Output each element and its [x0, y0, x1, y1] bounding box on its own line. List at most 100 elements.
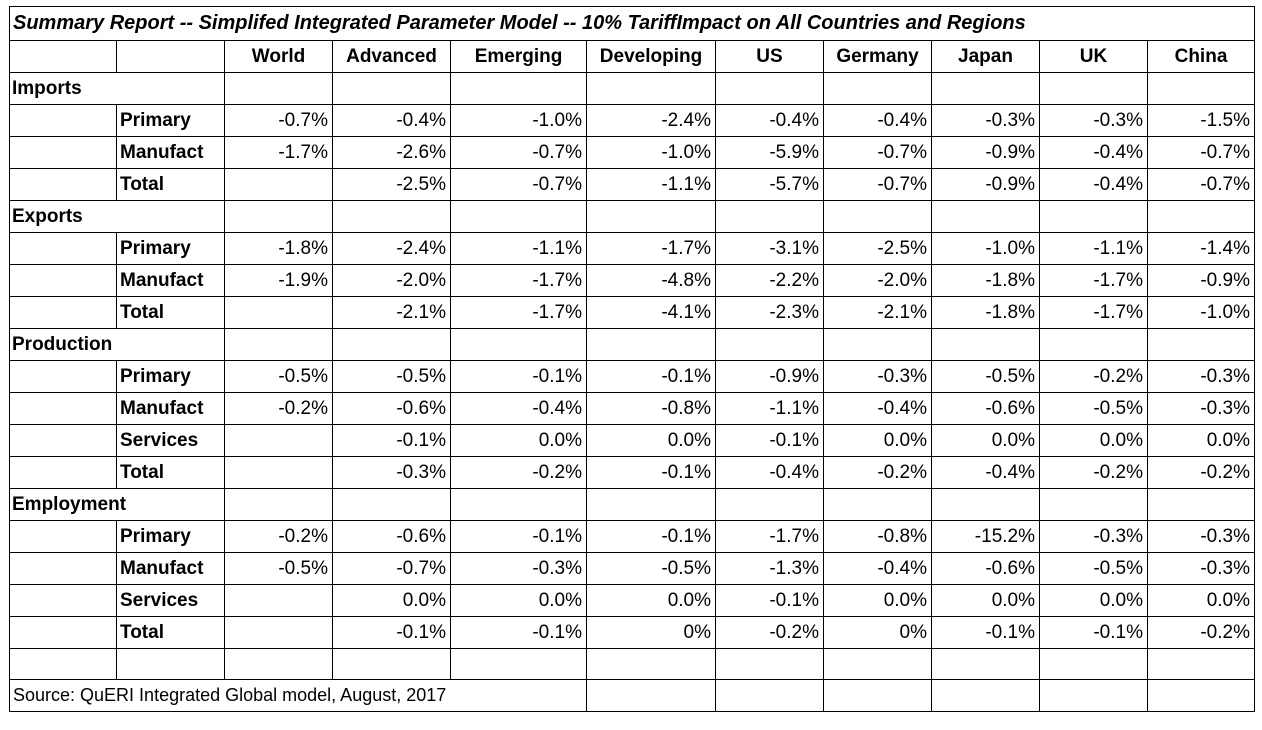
value-cell-uk[interactable]: -0.3%: [1039, 104, 1148, 137]
value-cell-world[interactable]: [224, 456, 333, 489]
value-cell-world[interactable]: [224, 424, 333, 457]
value-cell-developing[interactable]: -1.7%: [586, 232, 716, 265]
value-cell-emerging[interactable]: -0.7%: [450, 136, 587, 169]
value-cell-us[interactable]: -1.7%: [715, 520, 824, 553]
value-cell-uk[interactable]: -0.4%: [1039, 168, 1148, 201]
value-cell-us[interactable]: -0.4%: [715, 104, 824, 137]
empty-cell[interactable]: [332, 200, 451, 233]
empty-cell[interactable]: [715, 72, 824, 105]
value-cell-uk[interactable]: -1.7%: [1039, 264, 1148, 297]
empty-cell[interactable]: [586, 488, 716, 521]
row-label[interactable]: Primary: [116, 104, 225, 137]
empty-cell[interactable]: [332, 328, 451, 361]
value-cell-developing[interactable]: -1.0%: [586, 136, 716, 169]
empty-cell[interactable]: [1147, 488, 1255, 521]
empty-cell[interactable]: [823, 328, 932, 361]
value-cell-developing[interactable]: 0.0%: [586, 584, 716, 617]
indent-cell[interactable]: [9, 616, 117, 649]
value-cell-uk[interactable]: -0.2%: [1039, 360, 1148, 393]
row-label[interactable]: Total: [116, 616, 225, 649]
empty-cell[interactable]: [586, 648, 716, 680]
value-cell-advanced[interactable]: -0.3%: [332, 456, 451, 489]
empty-cell[interactable]: [715, 679, 824, 712]
value-cell-uk[interactable]: 0.0%: [1039, 584, 1148, 617]
column-header-world[interactable]: World: [224, 40, 333, 73]
indent-cell[interactable]: [9, 104, 117, 137]
indent-cell[interactable]: [9, 456, 117, 489]
value-cell-uk[interactable]: -0.3%: [1039, 520, 1148, 553]
value-cell-uk[interactable]: 0.0%: [1039, 424, 1148, 457]
value-cell-germany[interactable]: -2.1%: [823, 296, 932, 329]
empty-cell[interactable]: [931, 679, 1040, 712]
row-label[interactable]: Total: [116, 296, 225, 329]
empty-cell[interactable]: [224, 488, 333, 521]
value-cell-germany[interactable]: -0.4%: [823, 552, 932, 585]
column-header-us[interactable]: US: [715, 40, 824, 73]
value-cell-germany[interactable]: -2.5%: [823, 232, 932, 265]
value-cell-developing[interactable]: -0.1%: [586, 520, 716, 553]
empty-cell[interactable]: [586, 72, 716, 105]
indent-cell[interactable]: [9, 520, 117, 553]
value-cell-china[interactable]: -0.7%: [1147, 168, 1255, 201]
empty-cell[interactable]: [931, 200, 1040, 233]
value-cell-china[interactable]: -1.0%: [1147, 296, 1255, 329]
row-label[interactable]: Primary: [116, 360, 225, 393]
value-cell-emerging[interactable]: -0.4%: [450, 392, 587, 425]
empty-cell[interactable]: [450, 72, 587, 105]
column-header-emerging[interactable]: Emerging: [450, 40, 587, 73]
value-cell-developing[interactable]: 0.0%: [586, 424, 716, 457]
value-cell-advanced[interactable]: -2.1%: [332, 296, 451, 329]
empty-cell[interactable]: [586, 328, 716, 361]
empty-cell[interactable]: [823, 648, 932, 680]
value-cell-emerging[interactable]: -1.7%: [450, 296, 587, 329]
value-cell-uk[interactable]: -0.4%: [1039, 136, 1148, 169]
value-cell-japan[interactable]: -0.6%: [931, 392, 1040, 425]
value-cell-developing[interactable]: -0.5%: [586, 552, 716, 585]
row-label[interactable]: Manufact: [116, 264, 225, 297]
value-cell-china[interactable]: -0.3%: [1147, 552, 1255, 585]
row-label[interactable]: Total: [116, 168, 225, 201]
value-cell-world[interactable]: -1.7%: [224, 136, 333, 169]
empty-cell[interactable]: [1147, 72, 1255, 105]
empty-cell[interactable]: [224, 200, 333, 233]
value-cell-developing[interactable]: -1.1%: [586, 168, 716, 201]
value-cell-emerging[interactable]: -0.1%: [450, 520, 587, 553]
value-cell-advanced[interactable]: -2.6%: [332, 136, 451, 169]
value-cell-japan[interactable]: -0.3%: [931, 104, 1040, 137]
value-cell-developing[interactable]: -4.8%: [586, 264, 716, 297]
value-cell-uk[interactable]: -0.1%: [1039, 616, 1148, 649]
column-header-china[interactable]: China: [1147, 40, 1255, 73]
empty-cell[interactable]: [823, 679, 932, 712]
indent-cell[interactable]: [9, 136, 117, 169]
value-cell-us[interactable]: -1.3%: [715, 552, 824, 585]
value-cell-japan[interactable]: 0.0%: [931, 584, 1040, 617]
value-cell-advanced[interactable]: -2.5%: [332, 168, 451, 201]
value-cell-japan[interactable]: 0.0%: [931, 424, 1040, 457]
value-cell-japan[interactable]: -0.5%: [931, 360, 1040, 393]
value-cell-uk[interactable]: -0.5%: [1039, 552, 1148, 585]
empty-cell[interactable]: [715, 488, 824, 521]
empty-cell[interactable]: [224, 72, 333, 105]
empty-cell[interactable]: [1147, 328, 1255, 361]
value-cell-germany[interactable]: -0.4%: [823, 392, 932, 425]
value-cell-us[interactable]: -0.1%: [715, 424, 824, 457]
empty-cell[interactable]: [586, 200, 716, 233]
empty-cell[interactable]: [715, 328, 824, 361]
value-cell-uk[interactable]: -1.1%: [1039, 232, 1148, 265]
empty-cell[interactable]: [224, 328, 333, 361]
value-cell-us[interactable]: -2.3%: [715, 296, 824, 329]
value-cell-china[interactable]: 0.0%: [1147, 424, 1255, 457]
value-cell-germany[interactable]: 0%: [823, 616, 932, 649]
value-cell-emerging[interactable]: -0.3%: [450, 552, 587, 585]
empty-cell[interactable]: [1147, 648, 1255, 680]
empty-cell[interactable]: [715, 648, 824, 680]
indent-cell[interactable]: [9, 392, 117, 425]
value-cell-world[interactable]: [224, 616, 333, 649]
value-cell-world[interactable]: -1.9%: [224, 264, 333, 297]
value-cell-germany[interactable]: -0.3%: [823, 360, 932, 393]
empty-cell[interactable]: [450, 648, 587, 680]
value-cell-emerging[interactable]: 0.0%: [450, 424, 587, 457]
empty-cell[interactable]: [1147, 200, 1255, 233]
indent-cell[interactable]: [9, 232, 117, 265]
value-cell-world[interactable]: -0.2%: [224, 392, 333, 425]
